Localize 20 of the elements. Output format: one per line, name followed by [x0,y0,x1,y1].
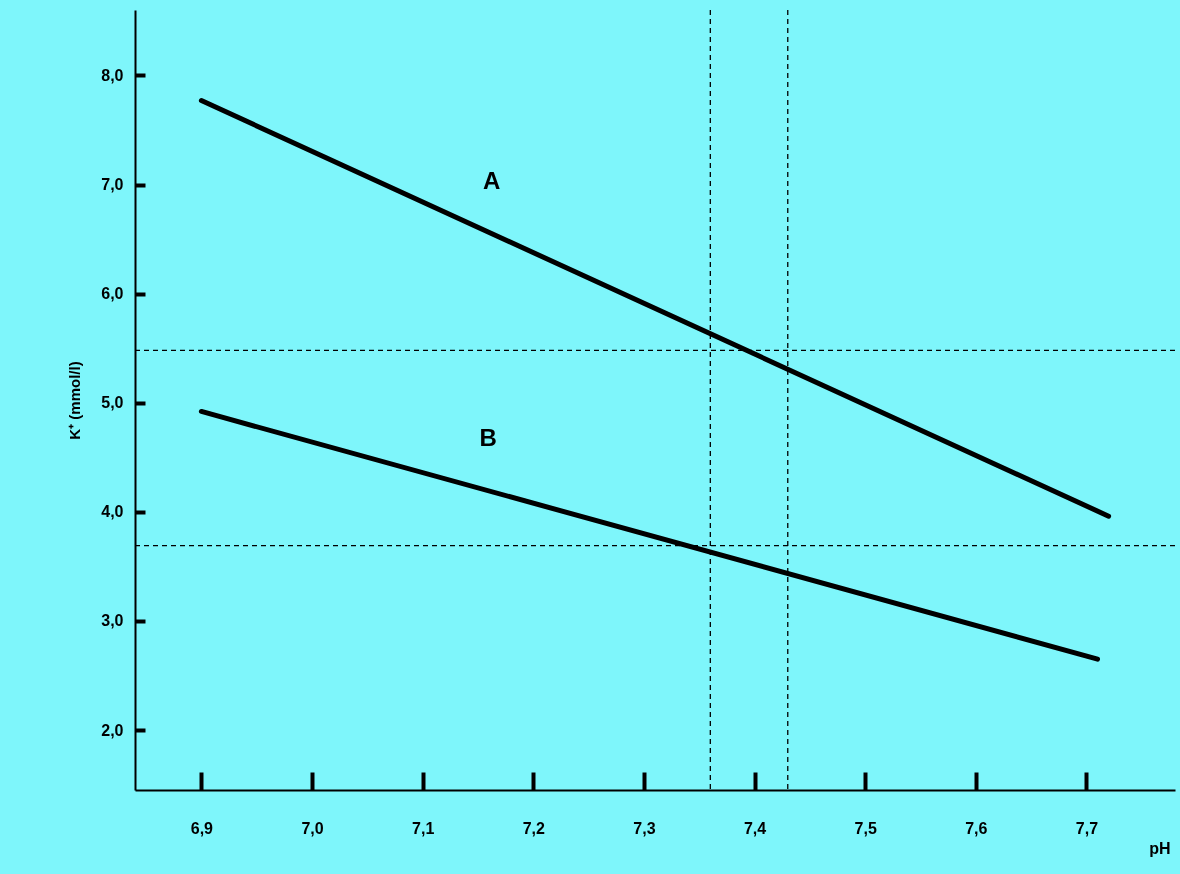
y-tick-label: 6,0 [101,285,124,303]
x-tick-label: 7,4 [743,819,767,837]
x-axis-title: pH [1149,839,1171,857]
x-tick-label: 7,3 [633,819,656,837]
x-tick-label: 7,2 [522,819,546,837]
y-tick-label: 2,0 [101,721,124,739]
x-tick-label: 7,1 [412,819,435,837]
y-tick-label: 8,0 [101,66,124,84]
series-label: B [479,423,497,451]
series-label: A [483,166,501,194]
x-tick-label: 7,0 [301,819,324,837]
x-tick-label: 7,7 [1075,819,1099,837]
x-tick-label: 6,9 [190,819,214,837]
x-tick-label: 7,5 [854,819,877,837]
y-tick-label: 3,0 [101,612,124,630]
x-tick-label: 7,6 [965,819,988,837]
y-tick-label: 4,0 [101,503,124,521]
y-axis-title: K⁺ (mmol/l) [66,361,84,440]
y-tick-label: 7,0 [101,176,124,194]
y-tick-label: 5,0 [101,394,124,412]
